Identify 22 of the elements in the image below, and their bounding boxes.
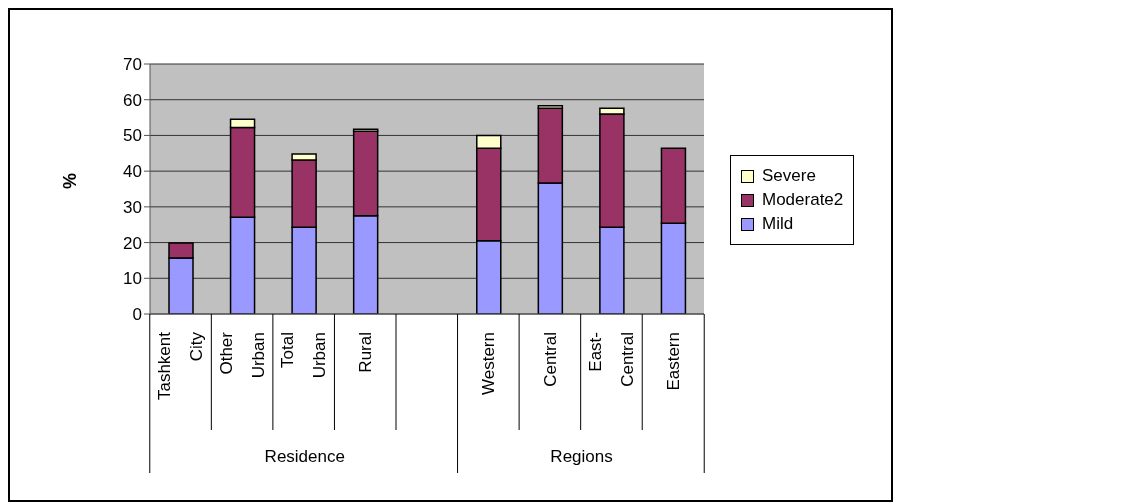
y-tick-label: 40 bbox=[123, 162, 142, 182]
legend-label: Moderate2 bbox=[762, 190, 844, 210]
y-tick-label: 10 bbox=[123, 269, 142, 289]
x-tick-label: East-Central bbox=[586, 332, 638, 387]
legend-label: Severe bbox=[762, 166, 816, 186]
x-tick-label: Total Urban bbox=[278, 332, 330, 379]
x-tick-label: Central bbox=[540, 332, 560, 387]
y-tick-label: 30 bbox=[123, 197, 142, 217]
y-tick-label: 0 bbox=[132, 305, 142, 325]
x-tick-label: Tashkent City bbox=[155, 331, 207, 401]
legend-label: Mild bbox=[762, 214, 794, 234]
text: Residence bbox=[264, 447, 345, 466]
y-axis-title: % bbox=[60, 172, 81, 189]
y-tick-label: 70 bbox=[123, 55, 142, 75]
y-tick-label: 60 bbox=[123, 90, 142, 110]
text: Regions bbox=[550, 447, 613, 466]
x-tick-label: Eastern bbox=[663, 332, 683, 391]
x-tick-label: Other Urban bbox=[216, 331, 268, 379]
y-tick-label: 20 bbox=[123, 233, 142, 253]
x-tick-label: Rural bbox=[355, 332, 375, 373]
x-tick-label: Western bbox=[479, 332, 499, 395]
y-tick-label: 50 bbox=[123, 126, 142, 146]
